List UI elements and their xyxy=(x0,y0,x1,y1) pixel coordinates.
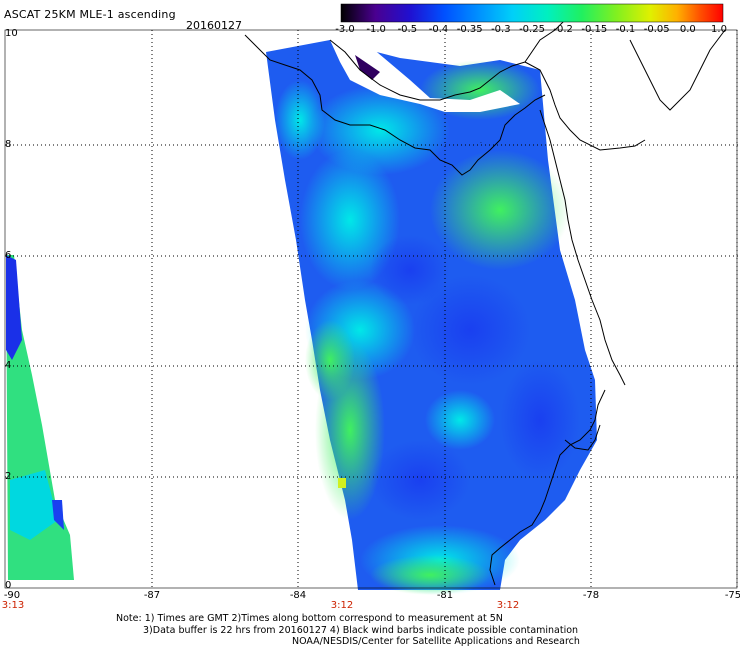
main-swath xyxy=(266,40,597,595)
colorbar-tick-label: -3.0 xyxy=(335,24,355,35)
colorbar-tick-label: 0.0 xyxy=(679,24,696,35)
longitude-label: -84 xyxy=(289,590,307,601)
swath-time-label: 3:13 xyxy=(1,600,25,611)
swath-time-label: 3:12 xyxy=(496,600,520,611)
latitude-label: 4 xyxy=(5,360,12,371)
colorbar-tick-label: -0.15 xyxy=(581,24,608,35)
colorbar-tick-label: -0.25 xyxy=(519,24,545,35)
latitude-label: 0 xyxy=(5,580,12,591)
footnotes: Note: 1) Times are GMT 2)Times along bot… xyxy=(0,613,740,648)
colorbar-tick-label: -1.0 xyxy=(366,24,386,35)
colorbar-tick-label: -0.5 xyxy=(397,24,418,35)
longitude-label: -78 xyxy=(582,590,600,601)
colorbar-tick-label: -0.4 xyxy=(428,24,449,35)
data-gap xyxy=(330,40,520,112)
colorbar-tick-label: -0.3 xyxy=(491,24,511,35)
colorbar-tick-label: 1.0 xyxy=(711,24,727,35)
longitude-label: -87 xyxy=(143,590,161,601)
latitude-label: 8 xyxy=(5,139,12,150)
colorbar-tick-label: -0.1 xyxy=(615,24,636,35)
product-title: ASCAT 25KM MLE-1 ascending xyxy=(4,8,176,21)
low-value-patch xyxy=(355,55,380,80)
map-frame xyxy=(4,29,738,589)
longitude-label: -90 xyxy=(3,590,21,601)
latitude-label: 10 xyxy=(5,28,18,39)
note-line-2: 3)Data buffer is 22 hrs from 20160127 4)… xyxy=(143,624,579,636)
swath-time-label: 3:12 xyxy=(330,600,354,611)
latitude-label: 6 xyxy=(5,250,12,261)
svg-text:·: · xyxy=(480,140,482,147)
latitude-label: 2 xyxy=(5,471,12,482)
colorbar-tick-label: -0.2 xyxy=(553,24,573,35)
note-line-3: NOAA/NESDIS/Center for Satellite Applica… xyxy=(292,636,580,647)
longitude-label: -75 xyxy=(724,590,740,601)
colorbar-tick-label: -0.05 xyxy=(643,24,670,35)
longitude-label: -81 xyxy=(436,590,454,601)
note-line-1: Note: 1) Times are GMT 2)Times along bot… xyxy=(116,613,503,624)
product-date: 20160127 xyxy=(186,19,242,32)
left-swath xyxy=(6,255,74,580)
colorbar xyxy=(340,3,724,23)
colorbar-tick-label: -0.35 xyxy=(456,24,483,35)
